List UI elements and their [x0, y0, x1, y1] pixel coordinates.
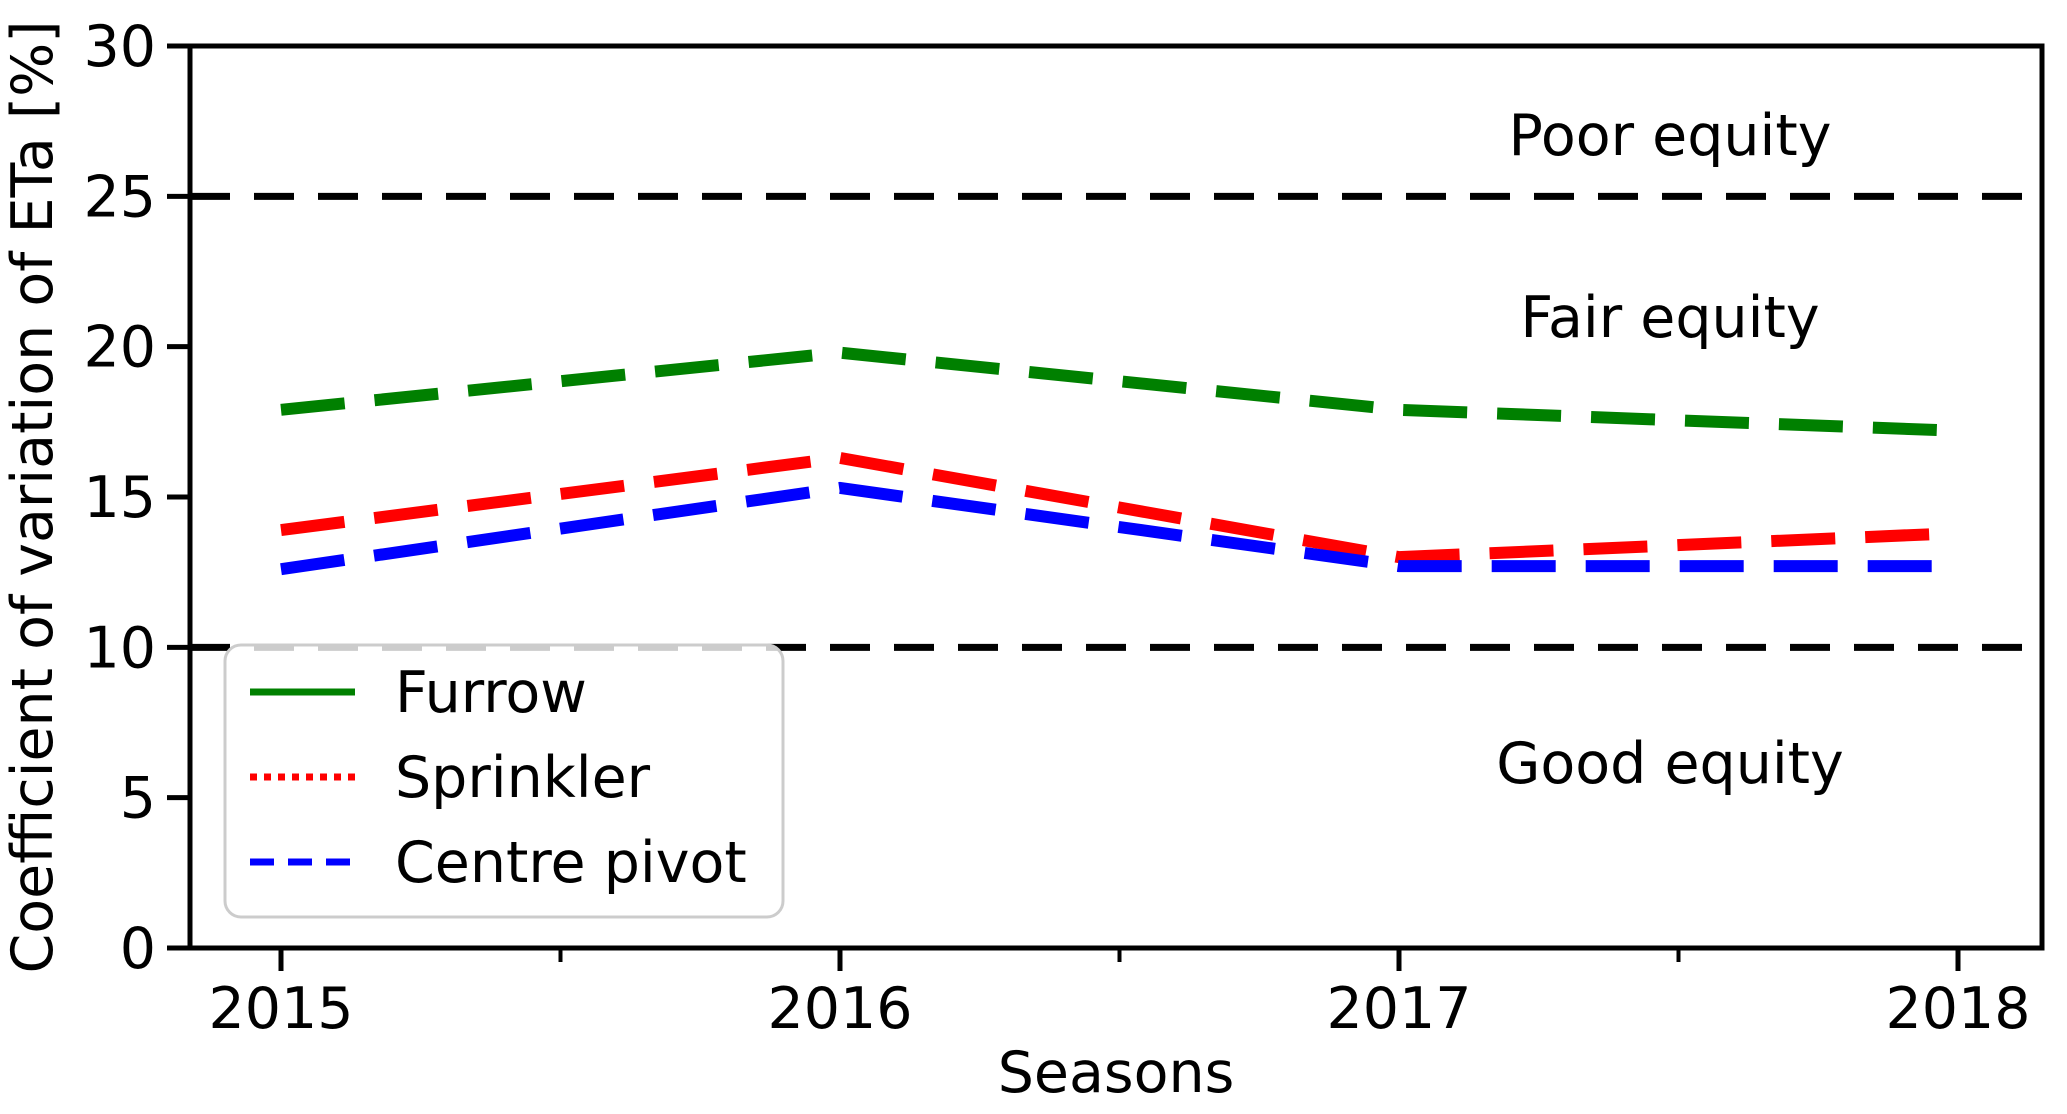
legend-item-centre-pivot: Centre pivot: [250, 830, 747, 896]
annotation-poor-equity: Poor equity: [1509, 103, 1832, 169]
x-tick-label: 2016: [767, 976, 912, 1042]
series-lines-group: [280, 346, 1959, 576]
x-tick-label: 2017: [1326, 976, 1471, 1042]
legend-item-furrow: Furrow: [250, 660, 587, 726]
y-tick-label: 0: [120, 916, 156, 982]
y-tick-label: 15: [83, 465, 156, 531]
x-tick-label: 2018: [1885, 976, 2030, 1042]
legend-label-centre-pivot: Centre pivot: [395, 830, 747, 896]
x-axis-label: Seasons: [998, 1040, 1235, 1106]
legend: Furrow Sprinkler Centre pivot: [223, 643, 785, 919]
legend-label-sprinkler: Sprinkler: [395, 745, 651, 811]
y-tick-label: 30: [83, 14, 156, 80]
ticks-group: 0 5 10 15 20 25 30 2015 2016 2017 2018: [83, 14, 2030, 1042]
y-tick-label: 20: [83, 315, 156, 381]
legend-label-furrow: Furrow: [395, 660, 587, 726]
threshold-lines-group: [190, 192, 2042, 651]
centre-pivot-line: [280, 481, 1958, 576]
legend-item-sprinkler: Sprinkler: [250, 745, 651, 811]
y-tick-label: 10: [83, 615, 156, 681]
x-tick-label: 2015: [208, 976, 353, 1042]
annotation-good-equity: Good equity: [1496, 731, 1844, 797]
y-tick-label: 5: [120, 766, 156, 832]
annotation-fair-equity: Fair equity: [1520, 285, 1819, 351]
y-axis-label: Coefficient of variation of ETa [%]: [0, 20, 66, 973]
sprinkler-line: [280, 451, 1959, 564]
y-tick-label: 25: [83, 164, 156, 230]
furrow-line: [280, 346, 1959, 437]
legend-frame: [223, 643, 785, 919]
